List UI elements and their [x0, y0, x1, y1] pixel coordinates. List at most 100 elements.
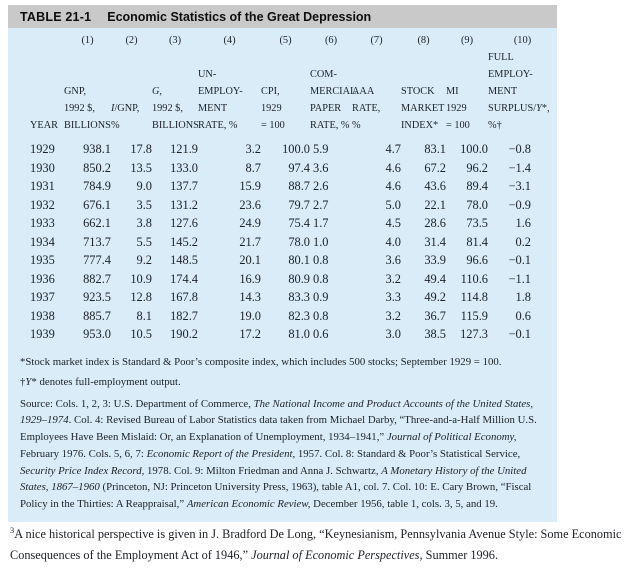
value-cell: 100.0 — [282, 142, 310, 156]
footnote-full-employment: †Y* denotes full-employment output. — [20, 375, 181, 388]
value-cell: 713.7 — [83, 234, 111, 249]
value-cell: 31.4 — [424, 234, 446, 249]
value-cell: 89.4 — [466, 179, 488, 193]
value-cell: 36.7 — [424, 308, 446, 323]
value-cell: 1.8 — [515, 290, 532, 304]
value-cell: 3.6 — [385, 253, 402, 267]
value-cell: 182.7 — [170, 308, 198, 323]
year-cell: 1937 — [30, 290, 55, 304]
table-row: 1939 953.0 10.5 190.2 17.2 81.0 0.6 3.0 38.5 127.… — [30, 325, 557, 344]
table-21-1: TABLE 21-1 Economic Statistics of the Gr… — [8, 5, 557, 523]
value-cell: 33.9 — [424, 253, 446, 267]
footnote-stock-index: *Stock market index is Standard & Poor’s… — [20, 355, 502, 368]
column-number: (3) — [168, 35, 182, 46]
value-cell: 4.7 — [385, 142, 402, 156]
column-number: (4) — [223, 35, 236, 46]
value-cell: 3.5 — [136, 197, 153, 212]
value-cell: 850.2 — [83, 160, 111, 175]
value-cell: 137.7 — [170, 179, 198, 193]
value-cell: 133.0 — [170, 160, 198, 175]
value-cell: 83.3 — [288, 290, 310, 304]
value-cell: 8.1 — [136, 308, 153, 323]
column-header-0: YEAR — [30, 120, 59, 131]
value-cell: 78.0 — [466, 197, 488, 212]
value-cell: 2.7 — [313, 197, 329, 212]
value-cell: 0.9 — [313, 290, 329, 304]
value-cell: 75.4 — [288, 216, 310, 230]
value-cell: 10.5 — [130, 327, 152, 341]
value-cell: 88.7 — [288, 179, 310, 193]
table-row: 1936 882.7 10.9 174.4 16.9 80.9 0.8 3.2 49.4 110.… — [30, 270, 557, 289]
year-cell: 1929 — [30, 142, 55, 156]
value-cell: 110.6 — [460, 271, 488, 286]
value-cell: 938.1 — [83, 142, 111, 156]
year-cell: 1931 — [30, 179, 55, 193]
value-cell: 0.2 — [515, 234, 532, 249]
value-cell: 5.0 — [385, 197, 402, 212]
value-cell: 43.6 — [424, 179, 446, 193]
table-row: 1933 662.1 3.8 127.6 24.9 75.4 1.7 4.5 28.6 73.5 1… — [30, 214, 557, 233]
column-header-5: (5) CPI, 1929 = 100 — [261, 32, 310, 134]
value-cell: 4.5 — [385, 216, 402, 230]
table-title-bar: TABLE 21-1 Economic Statistics of the Gr… — [8, 5, 557, 28]
value-cell: 15.9 — [239, 179, 261, 193]
value-cell: 114.8 — [460, 290, 488, 304]
value-cell: 1.0 — [313, 234, 329, 249]
value-cell: −0.1 — [508, 327, 531, 341]
value-cell: 81.4 — [466, 234, 488, 249]
value-cell: 12.8 — [130, 290, 152, 304]
column-header-10: (10) FULL EMPLOY- MENT SURPLUS/Y*, %† — [488, 32, 557, 134]
value-cell: 23.6 — [239, 197, 261, 212]
value-cell: 49.2 — [424, 290, 446, 304]
value-cell: 16.9 — [239, 271, 261, 286]
value-cell: 0.8 — [313, 271, 329, 286]
value-cell: 100.0 — [460, 142, 488, 156]
value-cell: 9.0 — [136, 179, 153, 193]
value-cell: 9.2 — [136, 253, 153, 267]
value-cell: 82.3 — [288, 308, 310, 323]
table-header-row: YEAR (1) GNP, 1992 $, BILLIONS (2) I/GNP,% (3) G… — [30, 32, 557, 134]
value-cell: 3.2 — [385, 308, 402, 323]
value-cell: 190.2 — [170, 327, 198, 341]
value-cell: 24.9 — [239, 216, 261, 230]
column-header-6: (6) COM- MERCIAL PAPER RATE, % — [310, 32, 356, 134]
economic-statistics-table: YEAR (1) GNP, 1992 $, BILLIONS (2) I/GNP,% (3) G… — [30, 32, 557, 344]
value-cell: 97.4 — [288, 160, 310, 175]
value-cell: 3.2 — [385, 271, 402, 286]
value-cell: 80.9 — [288, 271, 310, 286]
year-cell: 1938 — [30, 308, 55, 323]
value-cell: 67.2 — [424, 160, 446, 175]
value-cell: −3.1 — [508, 179, 531, 193]
year-cell: 1936 — [30, 271, 55, 286]
table-row: 1938 885.7 8.1 182.7 19.0 82.3 0.8 3.2 36.7 115.9… — [30, 307, 557, 326]
value-cell: 1.6 — [515, 216, 532, 230]
column-header-8: (8) STOCK MARKET INDEX* — [401, 32, 446, 134]
column-header-3: (3) G, 1992 $, BILLIONS — [152, 32, 199, 134]
column-number: (8) — [417, 35, 430, 46]
value-cell: 662.1 — [83, 216, 111, 230]
column-number: (7) — [370, 35, 383, 46]
value-cell: 28.6 — [424, 216, 446, 230]
value-cell: 80.1 — [288, 253, 310, 267]
column-header-4: (4) UN- EMPLOY- MENT RATE, % — [198, 32, 261, 134]
column-number: (5) — [279, 35, 292, 46]
value-cell: 49.4 — [424, 271, 446, 286]
value-cell: 0.6 — [515, 308, 532, 323]
value-cell: 127.6 — [170, 216, 198, 230]
column-number: (1) — [81, 35, 94, 46]
column-number: (2) — [125, 35, 138, 46]
table-title-text: Economic Statistics of the Great Depress… — [107, 9, 372, 24]
value-cell: 676.1 — [83, 197, 111, 212]
column-number: (10) — [513, 35, 532, 46]
table-row: 1934 713.7 5.5 145.2 21.7 78.0 1.0 4.0 31.4 81.4 0… — [30, 233, 557, 252]
value-cell: 882.7 — [83, 271, 111, 286]
value-cell: 148.5 — [170, 253, 198, 267]
table-row: 1937 923.5 12.8 167.8 14.3 83.3 0.9 3.3 49.2 114.… — [30, 288, 557, 307]
column-number: (9) — [460, 35, 474, 46]
value-cell: 83.1 — [424, 142, 446, 156]
value-cell: 17.8 — [130, 142, 152, 156]
value-cell: 14.3 — [239, 290, 261, 304]
year-cell: 1932 — [30, 197, 55, 212]
value-cell: 3.0 — [385, 327, 402, 341]
column-header-1: (1) GNP, 1992 $, BILLIONS — [64, 32, 111, 134]
